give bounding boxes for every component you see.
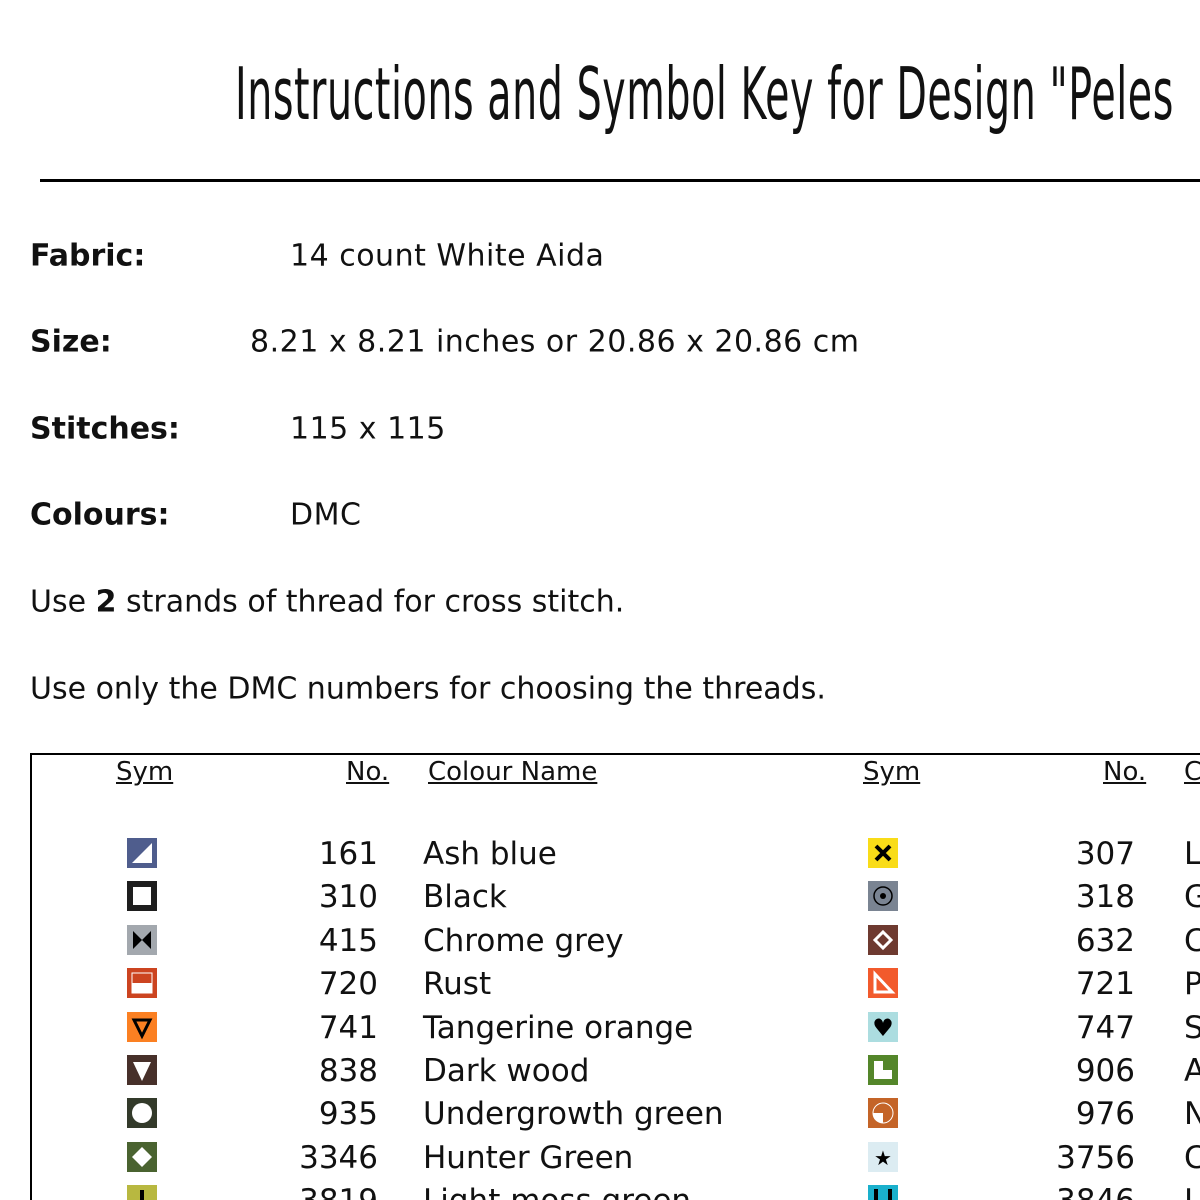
colour-name: Ash blue <box>423 836 557 872</box>
dmc-number: 3846 <box>1015 1183 1135 1200</box>
colour-name: Undergrowth green <box>423 1096 724 1133</box>
text: strands of thread for cross stitch. <box>116 584 625 620</box>
stitches-value: 115 x 115 <box>290 411 446 447</box>
page-title: Instructions and Symbol Key for Design "… <box>235 52 1174 136</box>
symbol-key-table <box>30 753 1200 1200</box>
dmc-number: 310 <box>318 879 378 916</box>
colour-name: S <box>1184 1009 1200 1046</box>
colour-name: Light moss green <box>423 1183 691 1200</box>
bowtie-symbol-icon <box>127 924 157 955</box>
triangle-outline-down-symbol-icon <box>127 1011 157 1042</box>
dmc-number: 721 <box>1075 966 1135 1003</box>
diamond-symbol-icon <box>127 1141 157 1172</box>
star-symbol-icon: ★ <box>868 1141 898 1172</box>
dot-circle-symbol-icon <box>868 881 898 912</box>
header-no-2: No. <box>1103 757 1147 787</box>
u-shape-symbol-icon <box>868 1185 898 1200</box>
l-shape-symbol-icon <box>868 1055 898 1085</box>
size-label: Size: <box>30 324 112 360</box>
stitches-label: Stitches: <box>30 411 180 447</box>
colour-name: L <box>1184 1183 1200 1200</box>
dmc-number: 935 <box>318 1096 378 1133</box>
colours-value: DMC <box>290 497 362 533</box>
circle-symbol-icon <box>127 1098 157 1129</box>
colour-name: C <box>1184 922 1200 959</box>
circle-quarter-symbol-icon <box>868 1098 898 1129</box>
hollow-square-symbol-icon <box>127 881 157 912</box>
triangle-half-symbol-icon <box>127 838 157 868</box>
diamond-outline-symbol-icon <box>868 924 898 955</box>
header-no: No. <box>346 757 390 787</box>
dmc-number: 838 <box>318 1053 378 1089</box>
colour-name: A <box>1184 1053 1200 1089</box>
heart-symbol-icon: ♥ <box>868 1011 898 1042</box>
triangle-down-symbol-icon <box>127 1055 157 1085</box>
colour-name: P <box>1184 966 1200 1003</box>
colour-name: N <box>1184 1096 1200 1133</box>
colour-name: Chrome grey <box>423 922 624 959</box>
colour-name: Hunter Green <box>423 1139 634 1176</box>
svg-text:★: ★ <box>874 1146 892 1170</box>
header-colour-name-2: C <box>1184 757 1200 787</box>
dmc-number: 161 <box>318 836 378 872</box>
header-sym: Sym <box>116 757 174 787</box>
dmc-number: 906 <box>1075 1053 1135 1089</box>
colour-name: Rust <box>423 966 492 1003</box>
colours-label: Colours: <box>30 497 170 533</box>
fabric-label: Fabric: <box>30 238 146 274</box>
dmc-number: 632 <box>1075 922 1135 959</box>
title-divider <box>40 179 1200 182</box>
plus-symbol-icon <box>127 1185 157 1200</box>
set-square-symbol-icon <box>868 968 898 999</box>
colour-name: C <box>1184 1139 1200 1176</box>
header-colour-name: Colour Name <box>428 757 598 787</box>
strand-count: 2 <box>95 584 117 620</box>
x-symbol-icon <box>868 838 898 868</box>
dmc-number: 3819 <box>258 1183 378 1200</box>
colour-name: Tangerine orange <box>423 1009 694 1046</box>
size-value: 8.21 x 8.21 inches or 20.86 x 20.86 cm <box>250 324 860 360</box>
dmc-number: 720 <box>318 966 378 1003</box>
header-sym-2: Sym <box>863 757 921 787</box>
dmc-number: 976 <box>1075 1096 1135 1133</box>
colour-name: G <box>1184 879 1200 916</box>
half-bar-symbol-icon <box>127 968 157 999</box>
colour-name: Dark wood <box>423 1053 590 1089</box>
dmc-number: 415 <box>318 922 378 959</box>
colour-name: Black <box>423 879 507 916</box>
dmc-instruction: Use only the DMC numbers for choosing th… <box>30 671 826 707</box>
dmc-number: 318 <box>1075 879 1135 916</box>
dmc-number: 3756 <box>1056 1139 1135 1176</box>
fabric-value: 14 count White Aida <box>290 238 605 274</box>
dmc-number: 747 <box>1075 1009 1135 1046</box>
dmc-number: 3346 <box>299 1139 378 1176</box>
colour-name: L <box>1184 836 1200 872</box>
svg-text:♥: ♥ <box>872 1014 894 1042</box>
dmc-number: 741 <box>318 1009 378 1046</box>
strands-instruction: Use 2 strands of thread for cross stitch… <box>30 585 624 620</box>
text: Use <box>30 584 96 620</box>
dmc-number: 307 <box>1075 836 1135 872</box>
